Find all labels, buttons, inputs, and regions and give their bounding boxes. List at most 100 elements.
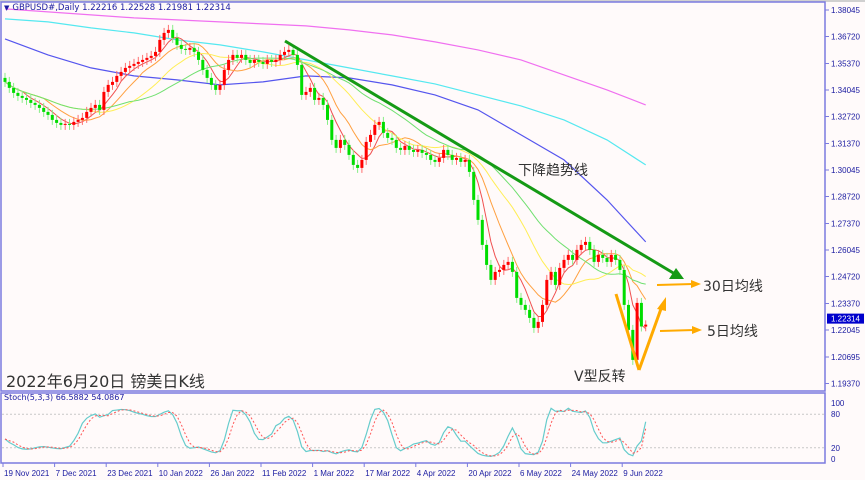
candle-bear — [476, 199, 480, 220]
candle-bull — [575, 249, 579, 260]
candle-bull — [265, 59, 269, 64]
candle-bull — [76, 119, 80, 122]
candle-bull — [283, 51, 286, 55]
candle-bull — [498, 269, 501, 272]
candle-bear — [592, 249, 596, 262]
candle-bear — [37, 104, 41, 108]
candle-bear — [214, 84, 218, 90]
candle-bear — [270, 59, 274, 62]
candle-bull — [493, 271, 497, 280]
candle-bull — [644, 324, 648, 327]
candle-bear — [424, 152, 428, 155]
candle-bear — [244, 54, 248, 60]
candle-bull — [308, 87, 312, 92]
candle-bull — [85, 111, 89, 118]
candle-bear — [25, 97, 28, 100]
trendline-arrowhead — [669, 268, 684, 279]
date-tick-label: 20 Apr 2022 — [468, 469, 512, 478]
price-tick-label: 1.31370 — [831, 140, 860, 149]
candle-bear — [12, 87, 16, 93]
candle-bear — [248, 59, 252, 63]
candle-bull — [222, 69, 226, 85]
candle-bull — [536, 321, 540, 328]
candle-bull — [162, 32, 166, 40]
candle-bear — [510, 261, 514, 272]
candle-bull — [89, 107, 93, 112]
candle-bear — [235, 54, 239, 58]
stoch-header: Stoch(5,3,3) 66.5882 54.0867 — [4, 393, 125, 402]
candle-bear — [523, 304, 527, 310]
candle-bull — [188, 47, 192, 50]
candle-bear — [601, 254, 605, 258]
candle-bear — [33, 102, 37, 105]
candle-bear — [412, 149, 415, 152]
candle-bear — [184, 48, 188, 50]
candle-bear — [205, 69, 209, 78]
candle-bull — [149, 55, 153, 58]
candle-bear — [197, 51, 200, 60]
candle-bear — [16, 92, 20, 96]
trendline-label: 下降趋势线 — [518, 163, 588, 179]
candle-bear — [209, 77, 213, 85]
candle-bear — [321, 97, 325, 105]
candle-bear — [257, 59, 261, 62]
candle-bear — [467, 159, 471, 172]
candle-bull — [72, 121, 76, 125]
candle-bear — [390, 137, 394, 140]
candle-bear — [532, 317, 536, 328]
candle-bull — [541, 304, 544, 322]
candle-bear — [68, 123, 71, 125]
candle-bull — [123, 67, 127, 72]
candle-bull — [506, 261, 510, 265]
candle-bear — [55, 119, 59, 123]
price-tick-label: 1.35370 — [831, 60, 860, 69]
candle-bear — [528, 309, 532, 318]
ma5-arrow — [659, 329, 695, 332]
candle-bear — [618, 259, 622, 270]
symbol-label: GBPUSD#,Daily — [12, 3, 80, 13]
ma5-label: 5日均线 — [707, 324, 758, 340]
candle-bear — [3, 77, 7, 82]
date-tick-label: 23 Dec 2021 — [107, 469, 153, 478]
moving-average-line-long-0 — [4, 38, 647, 243]
price-tick-label: 1.26045 — [831, 246, 860, 255]
candle-bear — [627, 304, 630, 330]
stoch-panel — [0, 392, 826, 464]
candle-bull — [274, 59, 278, 62]
candle-bull — [166, 29, 170, 33]
stoch-d-line — [4, 409, 647, 457]
candle-bear — [553, 271, 557, 285]
candle-bull — [562, 259, 566, 268]
candle-bear — [179, 44, 183, 49]
candle-bull — [317, 97, 321, 100]
candle-bear — [446, 149, 450, 155]
candle-bull — [416, 149, 420, 152]
candle-bear — [433, 159, 437, 162]
candle-bear — [29, 99, 33, 103]
price-tick-label: 1.34045 — [831, 86, 860, 95]
current-price-label: 1.22314 — [831, 315, 860, 324]
moving-average-line-long-2 — [4, 8, 646, 106]
date-tick-label: 19 Nov 2021 — [4, 469, 50, 478]
v-arrowhead — [657, 297, 666, 311]
candle-bull — [442, 149, 446, 158]
ohlc-readout: 1.22216 1.22528 1.21981 1.22314 — [82, 3, 231, 13]
candle-bear — [429, 154, 433, 160]
price-tick-label: 1.22045 — [831, 326, 860, 335]
candle-bear — [356, 164, 360, 168]
moving-average-line-10 — [4, 43, 647, 303]
candle-bull — [119, 71, 123, 76]
candle-bull — [377, 121, 381, 125]
price-tick-label: 1.27370 — [831, 220, 860, 229]
candle-bear — [639, 302, 643, 327]
candle-bull — [106, 84, 110, 92]
candle-bull — [158, 39, 162, 52]
candle-bull — [227, 59, 231, 70]
candle-bear — [192, 47, 196, 52]
collapse-triangle-icon[interactable]: ▼ — [4, 4, 10, 12]
chart-header: ▼ GBPUSD#,Daily 1.22216 1.22528 1.21981 1… — [4, 3, 231, 13]
price-tick-label: 1.20695 — [831, 353, 860, 362]
candle-bear — [485, 244, 489, 265]
candle-bull — [80, 117, 84, 120]
